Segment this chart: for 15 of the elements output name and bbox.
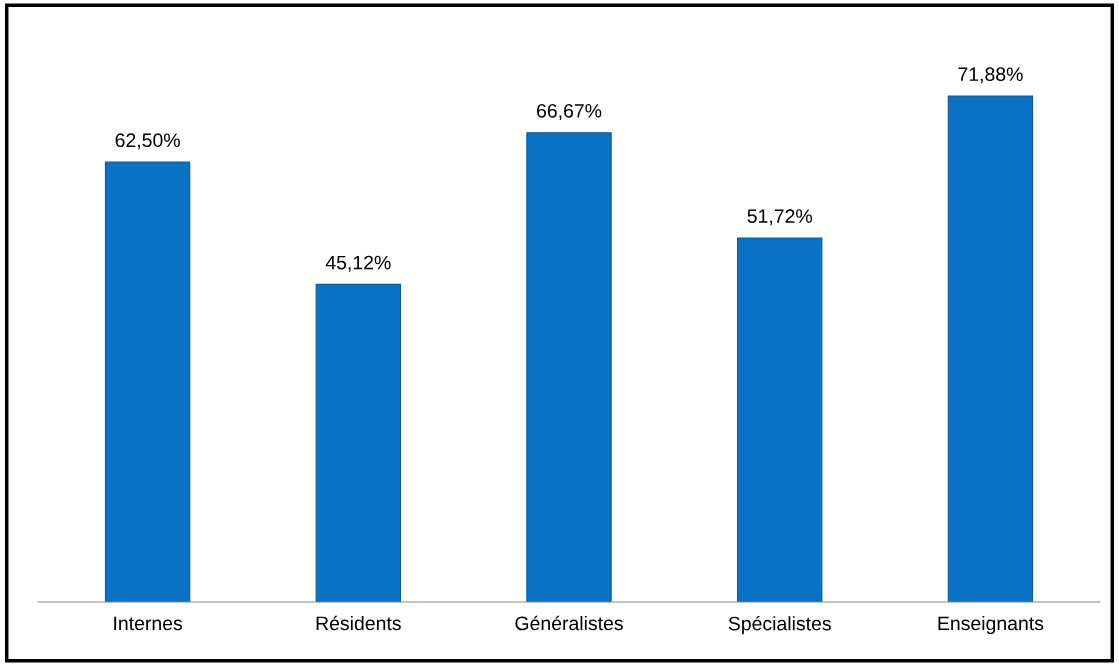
bar xyxy=(526,132,612,603)
x-tick-label: Enseignants xyxy=(938,615,1044,635)
bar xyxy=(737,237,823,603)
data-label: 45,12% xyxy=(325,255,391,272)
data-label: 51,72% xyxy=(747,209,812,226)
x-tick-label: Résidents xyxy=(316,615,401,631)
bar xyxy=(947,95,1034,603)
data-label: 66,67% xyxy=(537,103,602,121)
data-label: 71,88% xyxy=(958,67,1023,84)
data-label: 62,50% xyxy=(115,133,180,150)
x-tick-label: Internes xyxy=(114,616,183,631)
bar xyxy=(315,283,402,603)
bar xyxy=(104,161,191,603)
x-tick-label: Spécialistes xyxy=(728,615,831,635)
x-tick-label: Généralistes xyxy=(515,615,623,631)
